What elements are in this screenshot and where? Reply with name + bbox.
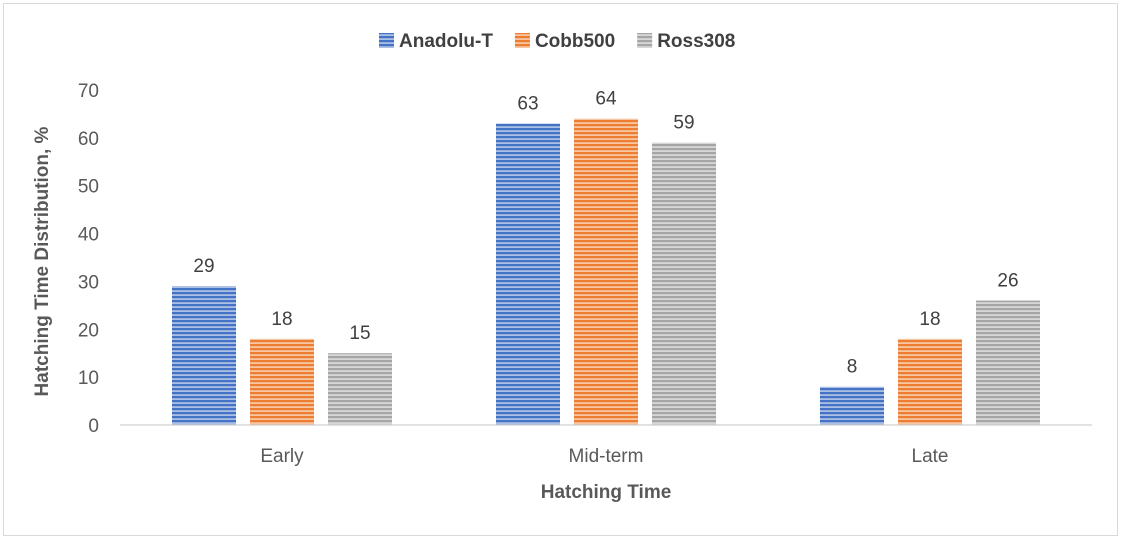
data-label: 18 — [919, 309, 940, 330]
data-label: 8 — [847, 357, 858, 378]
y-tick-label: 0 — [88, 416, 99, 437]
x-axis-title: Hatching Time — [541, 482, 672, 503]
y-tick-label: 50 — [78, 177, 99, 198]
legend-swatch — [514, 33, 530, 48]
legend-item-cobb500: Cobb500 — [514, 31, 615, 52]
data-label: 59 — [673, 113, 694, 134]
legend-item-ross308: Ross308 — [637, 31, 735, 52]
y-tick-label: 10 — [78, 368, 99, 389]
legend-swatch — [637, 33, 653, 48]
legend-item-anadolu-t: Anadolu-T — [379, 31, 493, 52]
y-tick-label: 60 — [78, 129, 99, 150]
bar-chart: Anadolu-T Cobb500 Ross308 010203040506070 … — [32, 31, 1092, 503]
y-tick-label: 30 — [78, 272, 99, 293]
bar-cobb500-mid-term — [574, 118, 638, 425]
data-label: 18 — [271, 309, 292, 330]
bar-ross308-mid-term — [652, 142, 716, 425]
data-label: 63 — [517, 94, 538, 115]
chart-frame: Anadolu-T Cobb500 Ross308 0 10 20 30 40 50 60 70 … — [3, 3, 1118, 536]
x-axis: Early Mid-term Late — [120, 424, 1092, 467]
bar-anadolu-t-early — [172, 286, 236, 425]
bar-ross308-late — [976, 300, 1040, 425]
category-label: Mid-term — [569, 446, 644, 467]
legend-label: Cobb500 — [535, 31, 615, 52]
category-label: Late — [912, 446, 949, 467]
bar-ross308-early — [328, 353, 392, 425]
bar-cobb500-late — [898, 338, 962, 425]
bars-group: 29 18 15 63 64 59 8 18 26 — [172, 89, 1040, 425]
y-tick-label: 70 — [78, 81, 99, 102]
legend-label: Anadolu-T — [399, 31, 493, 52]
data-label: 64 — [595, 89, 617, 110]
legend: Anadolu-T Cobb500 Ross308 — [379, 31, 735, 52]
y-tick-label: 40 — [78, 225, 99, 246]
bar-anadolu-t-mid-term — [496, 123, 560, 425]
data-label: 26 — [997, 271, 1018, 292]
category-label: Early — [260, 446, 304, 467]
bar-anadolu-t-late — [820, 386, 884, 425]
bar-cobb500-early — [250, 338, 314, 425]
legend-swatch — [379, 33, 394, 48]
y-tick-label: 20 — [78, 320, 99, 341]
legend-label: Ross308 — [657, 31, 735, 52]
y-axis-title: Hatching Time Distribution, % — [32, 126, 53, 396]
data-label: 29 — [193, 256, 214, 277]
y-axis: 0 10 20 30 40 50 60 70 — [78, 81, 99, 437]
data-label: 15 — [349, 323, 370, 344]
